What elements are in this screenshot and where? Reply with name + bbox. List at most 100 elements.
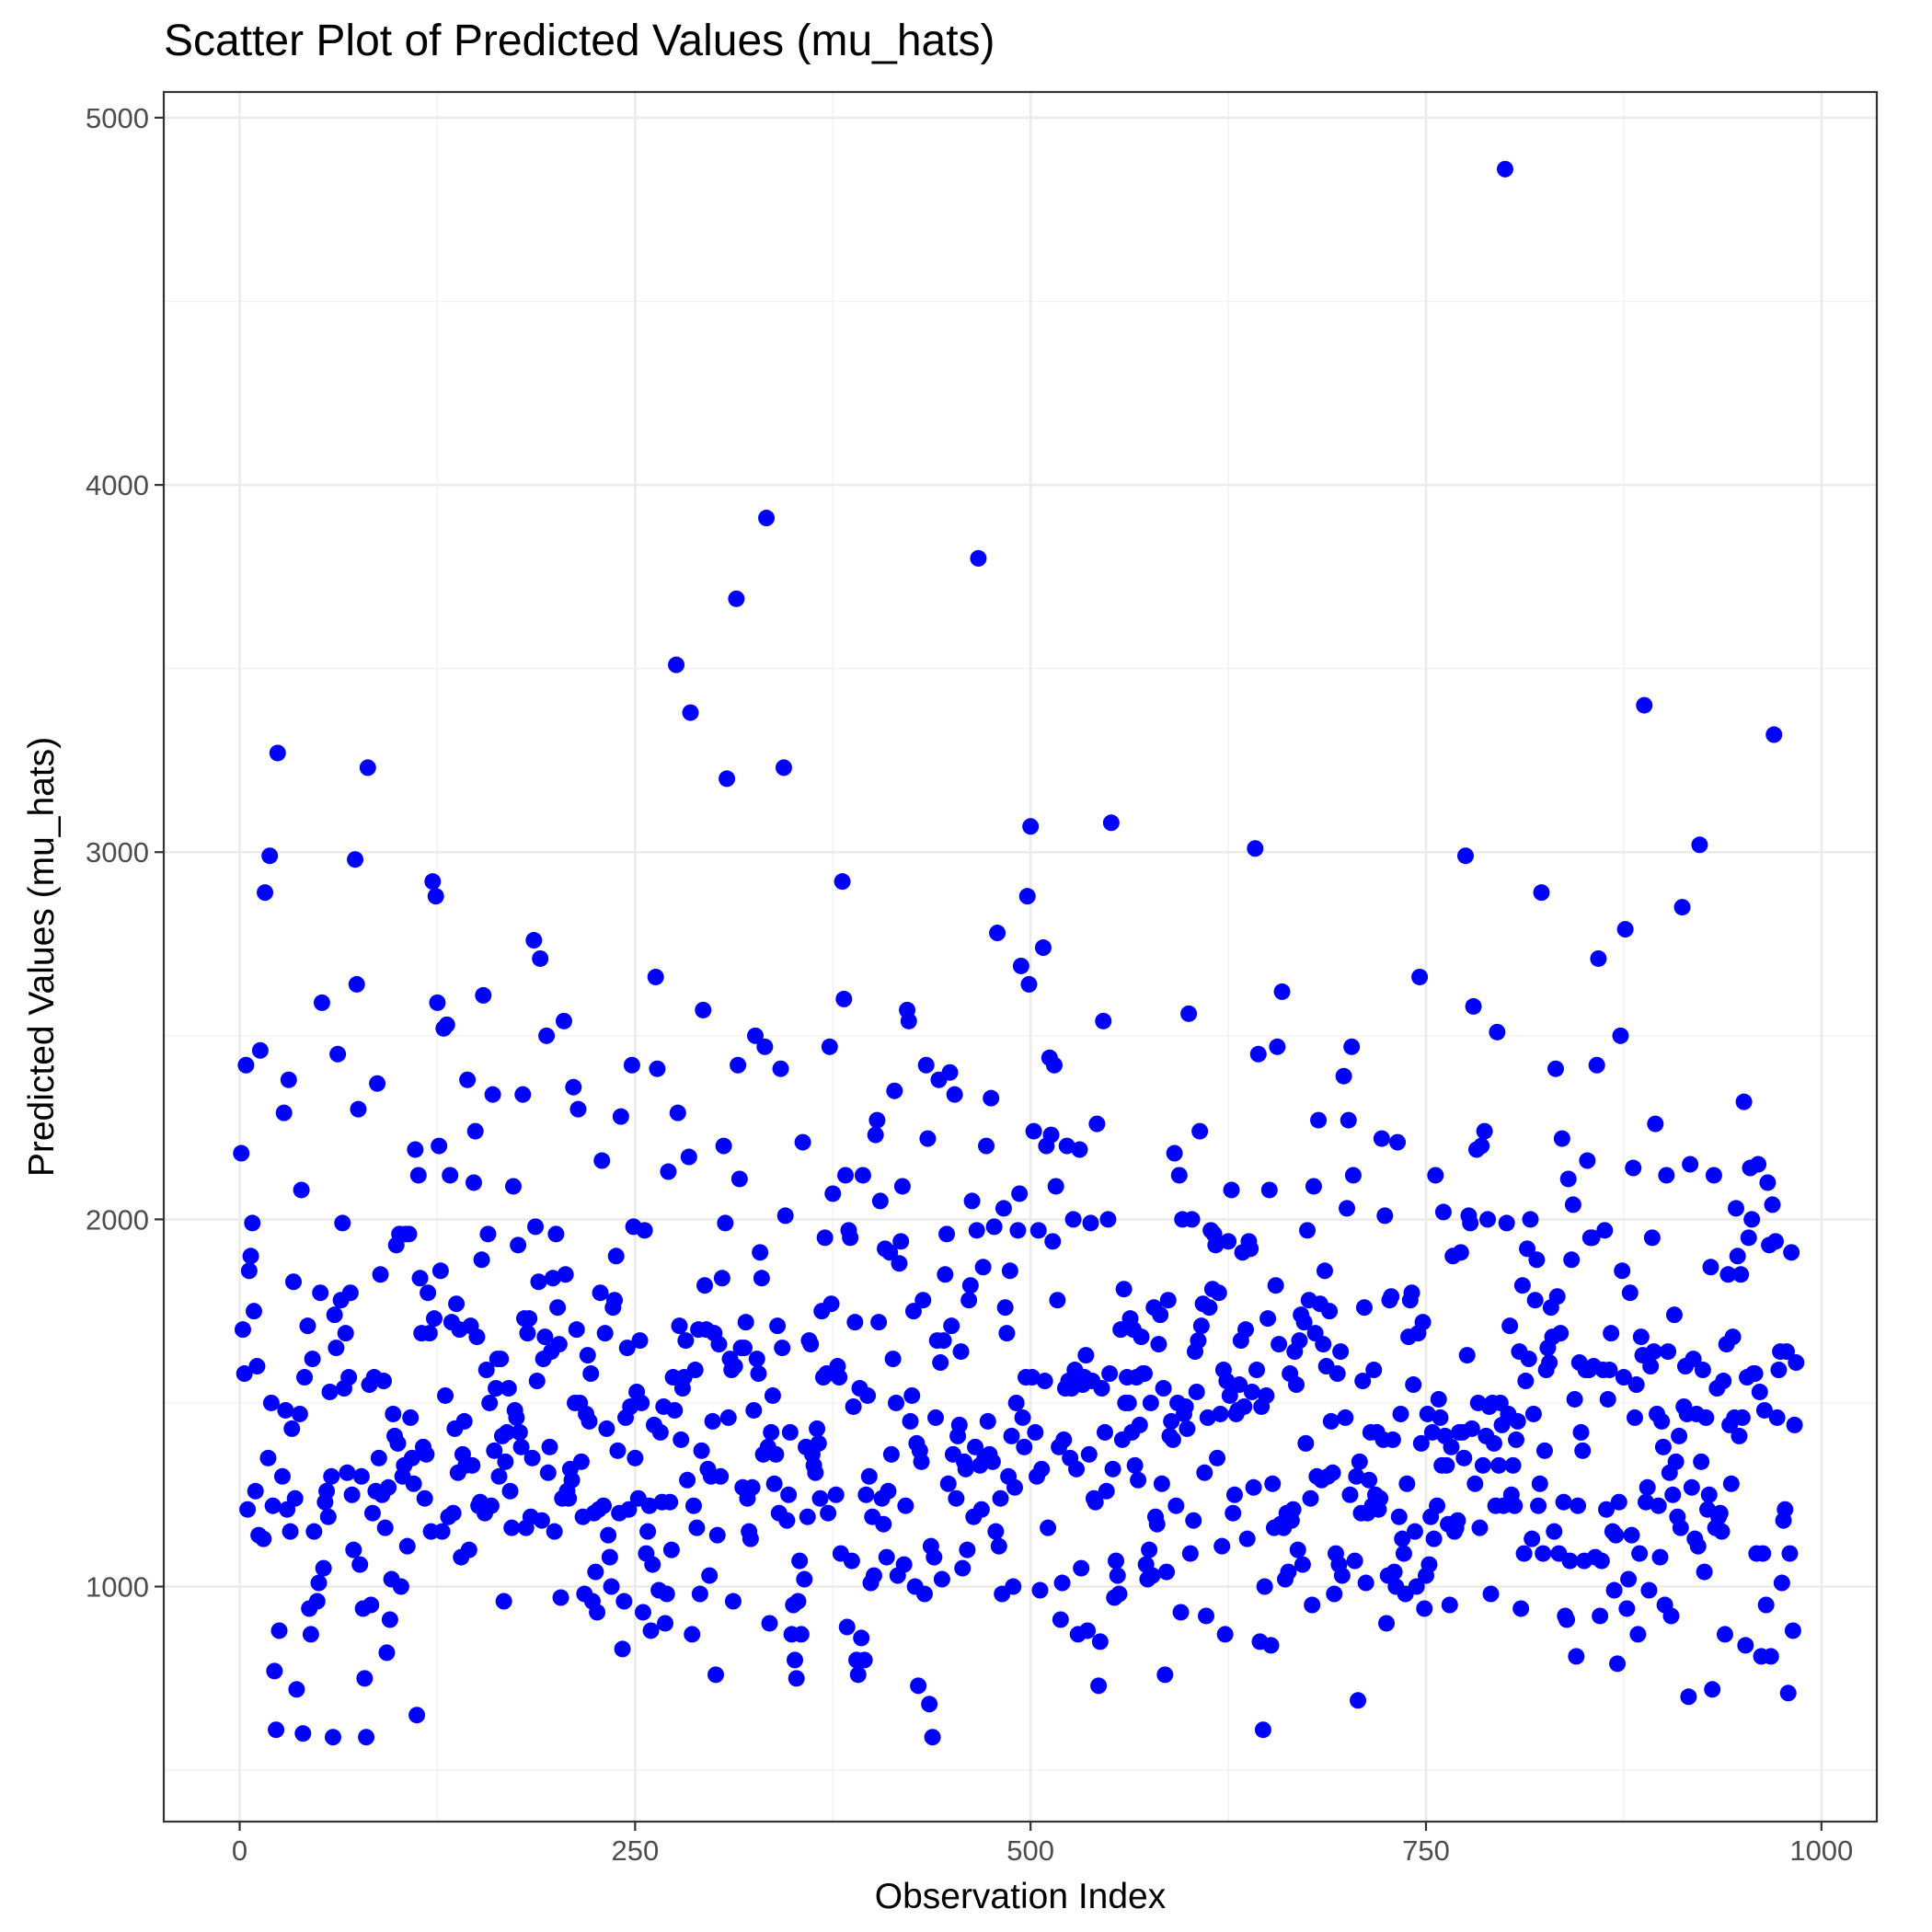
data-point (1640, 1582, 1657, 1599)
data-point (1759, 1174, 1776, 1190)
data-point (1365, 1362, 1382, 1378)
data-point (1236, 1398, 1252, 1415)
data-point (685, 1498, 702, 1514)
data-point (1781, 1546, 1798, 1562)
data-point (1660, 1343, 1676, 1360)
data-point (421, 1325, 438, 1341)
data-point (709, 1527, 726, 1544)
data-point (246, 1303, 262, 1319)
data-point (1325, 1465, 1341, 1481)
data-point (823, 1295, 840, 1312)
data-point (338, 1325, 354, 1341)
data-point (329, 1046, 346, 1063)
data-point (1606, 1582, 1623, 1599)
data-point (1184, 1211, 1201, 1227)
data-point (791, 1553, 808, 1570)
data-point (1201, 1299, 1217, 1316)
data-point (1191, 1123, 1208, 1140)
data-point (558, 1266, 574, 1282)
data-point (598, 1420, 615, 1437)
data-point (1334, 1568, 1351, 1584)
data-point (1512, 1600, 1529, 1616)
data-point (259, 1450, 276, 1466)
data-point (1505, 1457, 1522, 1474)
data-point (793, 1626, 810, 1642)
data-point (615, 1593, 632, 1610)
data-point (845, 1398, 862, 1415)
data-point (903, 1387, 920, 1404)
data-point (1644, 1229, 1661, 1246)
data-point (730, 1057, 746, 1074)
data-point (1337, 1409, 1353, 1426)
data-point (624, 1057, 640, 1074)
data-point (934, 1571, 950, 1588)
data-point (1020, 976, 1037, 993)
data-point (604, 1579, 620, 1595)
data-point (1404, 1284, 1420, 1301)
data-point (842, 1229, 858, 1246)
data-point (244, 1214, 260, 1231)
data-point (1285, 1501, 1302, 1518)
data-point (1101, 1365, 1118, 1382)
data-point (1601, 1362, 1617, 1378)
data-point (1777, 1501, 1793, 1518)
data-point (1055, 1432, 1072, 1448)
data-point (1534, 884, 1550, 901)
y-tick-label: 3000 (86, 836, 149, 868)
data-point (1299, 1222, 1316, 1238)
data-point (1065, 1211, 1082, 1227)
data-point (318, 1483, 335, 1500)
data-point (1185, 1512, 1202, 1529)
data-point (464, 1457, 480, 1474)
data-point (1490, 1457, 1507, 1474)
data-point (633, 1395, 650, 1411)
data-point (468, 1328, 485, 1345)
data-point (1341, 1487, 1358, 1503)
data-point (1546, 1524, 1562, 1540)
data-point (1332, 1343, 1349, 1360)
data-point (776, 759, 792, 776)
data-point (323, 1468, 339, 1485)
data-point (1158, 1564, 1175, 1581)
data-point (1136, 1365, 1153, 1382)
data-point (1609, 1655, 1626, 1672)
data-point (276, 1105, 293, 1121)
data-point (1618, 1600, 1635, 1616)
data-point (936, 1332, 952, 1349)
data-point (953, 1343, 970, 1360)
data-point (632, 1332, 649, 1349)
data-point (327, 1306, 343, 1323)
data-point (1532, 1476, 1548, 1492)
data-point (1510, 1413, 1526, 1430)
data-point (1642, 1358, 1659, 1374)
data-point (1239, 1531, 1256, 1547)
data-point (765, 1387, 781, 1404)
data-point (1730, 1248, 1746, 1264)
data-point (1565, 1196, 1581, 1213)
data-point (1499, 1214, 1515, 1231)
data-point (627, 1450, 643, 1466)
data-point (1068, 1461, 1085, 1478)
data-point (855, 1167, 871, 1183)
data-point (1026, 1123, 1042, 1140)
data-point (705, 1413, 721, 1430)
data-point (986, 1218, 1003, 1235)
data-point (1179, 1420, 1195, 1437)
data-point (1083, 1214, 1099, 1231)
data-point (807, 1465, 823, 1481)
data-point (282, 1524, 299, 1540)
data-point (1004, 1428, 1020, 1444)
data-point (857, 1487, 874, 1503)
data-point (529, 1373, 546, 1389)
data-point (914, 1292, 931, 1308)
data-point (1535, 1546, 1551, 1562)
data-point (1473, 1138, 1489, 1155)
data-point (1189, 1384, 1205, 1400)
data-point (1754, 1546, 1771, 1562)
data-point (420, 1284, 436, 1301)
data-point (1653, 1413, 1670, 1430)
data-point (991, 1538, 1007, 1555)
data-point (573, 1454, 590, 1470)
data-point (1560, 1170, 1577, 1187)
data-point (540, 1465, 557, 1481)
